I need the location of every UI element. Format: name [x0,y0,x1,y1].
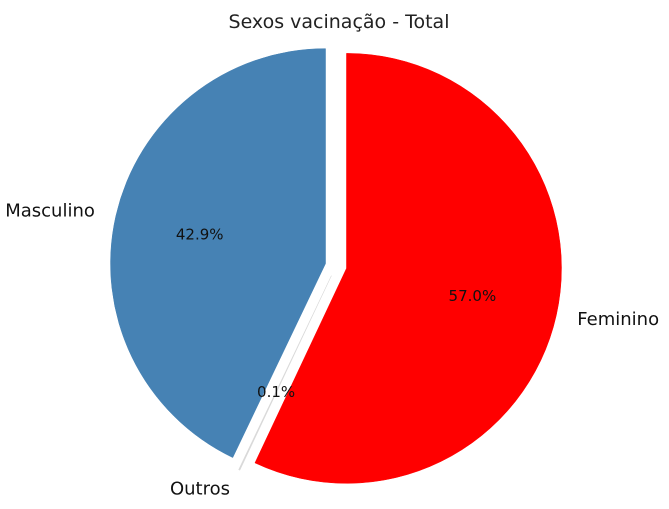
pie-slice-feminino [254,53,562,484]
pie-slice-outros [238,275,332,471]
slice-percent-feminino: 57.0% [449,287,497,305]
slice-label-feminino: Feminino [577,309,659,330]
pie-slices [110,48,562,484]
slice-percent-outros: 0.1% [257,383,295,401]
slice-label-outros: Outros [170,478,230,499]
slice-percent-masculino: 42.9% [176,226,224,244]
pie-labels: Feminino 57.0% Outros 0.1% Masculino 42.9% [5,200,659,499]
pie-slice-masculino [110,48,326,458]
slice-label-masculino: Masculino [5,200,95,221]
chart-title: Sexos vacinação - Total [229,11,450,33]
